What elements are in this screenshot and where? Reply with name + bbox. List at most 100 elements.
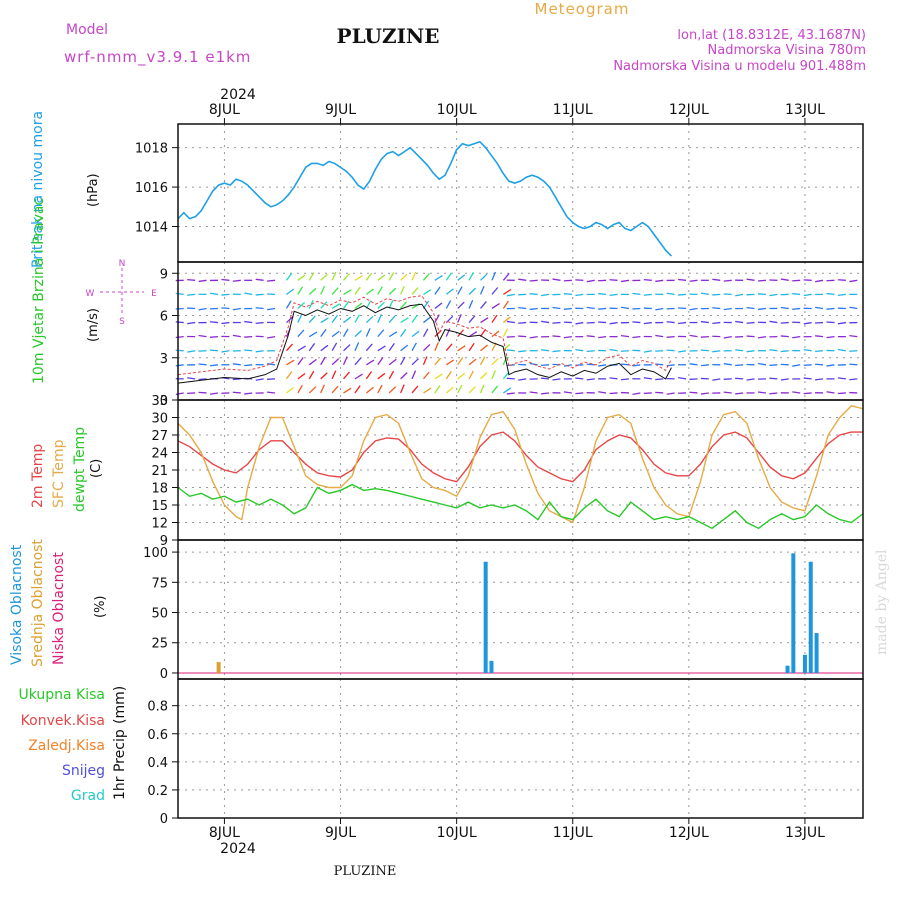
wind-arrow xyxy=(849,363,858,366)
wind-arrow xyxy=(331,370,337,380)
wind-arrow xyxy=(175,321,184,324)
y-tick-label: 33 xyxy=(151,394,168,409)
wind-arrow xyxy=(735,377,744,380)
wind-arrow xyxy=(331,358,340,366)
wind-arrow xyxy=(598,307,607,310)
wind-arrow xyxy=(643,321,652,325)
wind-arrow xyxy=(267,391,276,394)
wind-arrow xyxy=(826,307,835,310)
wind-arrow xyxy=(815,363,824,366)
model-label: Model xyxy=(66,22,108,38)
wind-ylabel: 10m Vjetar Brzina i Pravac xyxy=(31,198,47,384)
footer-station: PLUZINE xyxy=(334,864,397,879)
wind-arrow xyxy=(643,377,652,380)
wind-arrow xyxy=(255,307,264,310)
wind-arrow xyxy=(297,357,304,366)
wind-arrow xyxy=(518,378,527,381)
wind-arrow xyxy=(792,307,801,310)
wind-arrow xyxy=(849,378,858,381)
temp-dewpt-line xyxy=(177,483,864,530)
wind-arrow xyxy=(445,300,452,309)
wind-arrow xyxy=(365,371,373,380)
wind-arrow xyxy=(678,307,687,310)
wind-arrow xyxy=(723,279,732,282)
wind-arrow xyxy=(468,386,476,394)
wind-arrow xyxy=(343,387,352,394)
wind-arrow xyxy=(746,350,755,353)
wind-arrow xyxy=(769,364,778,367)
wind-arrow xyxy=(541,377,550,380)
wind-arrow xyxy=(400,344,409,352)
wind-arrow xyxy=(320,285,326,295)
wind-arrow xyxy=(620,378,630,381)
wind-arrow xyxy=(468,287,477,295)
wind-arrow xyxy=(837,392,846,395)
wind-compass: N W E S xyxy=(86,259,158,327)
wind-arrow xyxy=(479,384,485,394)
wind-arrow xyxy=(244,335,253,338)
y-tick-label: 3 xyxy=(160,352,168,367)
wind-arrow xyxy=(700,292,709,296)
wind-arrow xyxy=(297,301,305,309)
wind-arrow xyxy=(388,272,395,281)
wind-arrow xyxy=(400,372,408,380)
wind-arrow xyxy=(267,363,276,366)
wind-arrow xyxy=(209,292,219,296)
wind-arrow xyxy=(678,376,687,380)
wind-arrow xyxy=(457,329,464,338)
wind-arrow xyxy=(457,384,463,394)
wind-arrow xyxy=(343,344,351,352)
wind-arrow xyxy=(815,378,824,381)
wind-arrow xyxy=(377,372,386,380)
wind-arrow xyxy=(586,378,595,381)
year-bottom: 2024 xyxy=(220,841,256,857)
wind-arrow xyxy=(723,307,732,311)
wind-arrow xyxy=(746,335,755,338)
wind-arrow xyxy=(689,391,698,394)
wind-arrow xyxy=(712,293,721,296)
wind-arrow xyxy=(552,350,561,353)
wind-arrow xyxy=(331,342,338,352)
wind-arrow xyxy=(244,349,253,352)
y-tick-label: 24 xyxy=(151,447,168,462)
wind-arrow xyxy=(445,343,453,352)
wind-arrow xyxy=(666,392,675,395)
wind-arrow xyxy=(491,370,496,380)
wind-arrow xyxy=(518,306,527,310)
wind-arrow xyxy=(575,348,584,352)
compass-s: S xyxy=(119,317,125,327)
wind-arrow xyxy=(837,377,846,380)
wind-arrow xyxy=(849,335,858,338)
wind-arrow xyxy=(434,302,443,309)
panel-border xyxy=(177,539,864,680)
wind-arrow xyxy=(320,356,326,366)
wind-arrow xyxy=(769,293,778,297)
y-tick-label: 0 xyxy=(160,667,168,682)
wind-arrow xyxy=(609,293,618,297)
wind-arrow xyxy=(255,350,264,353)
wind-arrow xyxy=(735,392,744,395)
wind-arrow xyxy=(365,272,373,281)
year-top: 2024 xyxy=(220,87,256,103)
wind-arrow xyxy=(286,359,295,366)
wind-arrow xyxy=(434,286,441,295)
wind-arrow xyxy=(598,321,607,324)
cloud-bar xyxy=(216,662,221,673)
wind-arrow xyxy=(746,378,755,381)
wind-arrow xyxy=(735,293,744,297)
wind-arrow xyxy=(388,370,395,380)
wind-arrow xyxy=(331,385,339,394)
cloud-bar xyxy=(483,561,488,673)
wind-arrow xyxy=(769,320,778,324)
wind-arrow xyxy=(575,392,584,395)
wind-arrow xyxy=(400,317,409,324)
wind-arrow xyxy=(849,350,858,352)
wind-arrow xyxy=(187,377,196,380)
precip-legend-item: Konvek.Kisa xyxy=(21,713,105,729)
wind-arrow xyxy=(388,386,397,394)
wind-arrow xyxy=(434,385,441,394)
wind-arrow xyxy=(491,357,499,366)
wind-arrow xyxy=(792,391,801,394)
wind-arrow xyxy=(666,321,675,324)
wind-arrow xyxy=(506,349,515,352)
